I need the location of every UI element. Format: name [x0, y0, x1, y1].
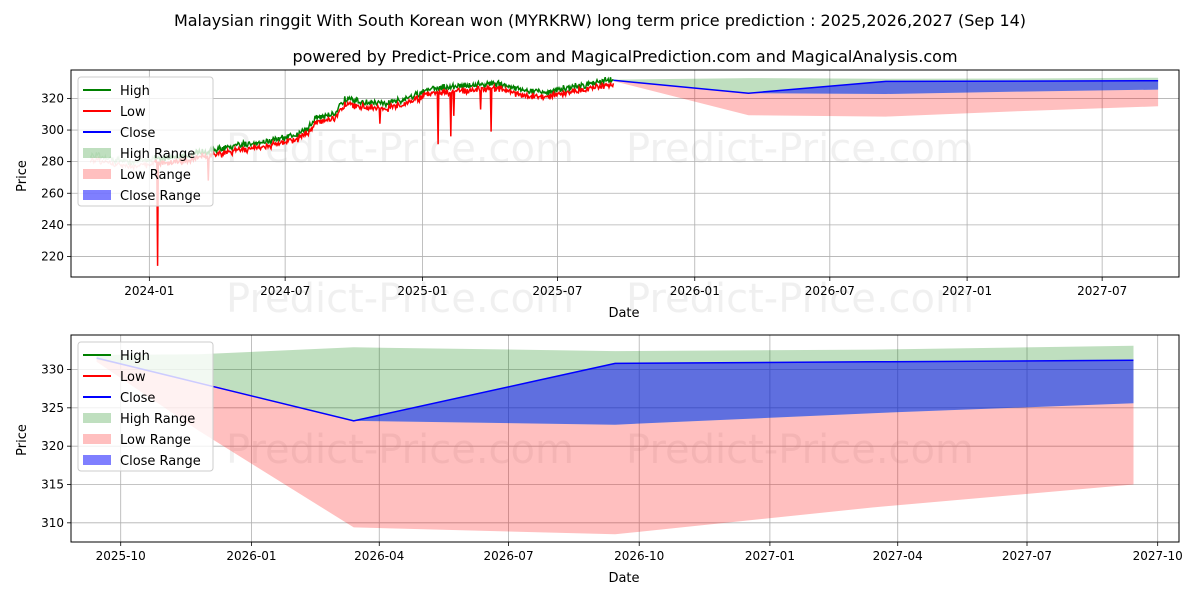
x-tick-label: 2027-07: [1002, 549, 1052, 563]
legend-swatch-low-range: [83, 434, 111, 444]
legend-swatch-low-range: [83, 169, 111, 179]
top-panel: Predict-Price.com Predict-Price.com Pred…: [15, 69, 1180, 322]
watermark: Predict-Price.com: [226, 126, 574, 172]
bottom-y-axis-label: Price: [15, 424, 30, 456]
top-watermarks: Predict-Price.com Predict-Price.com Pred…: [226, 126, 974, 322]
legend-label-low: Low: [120, 370, 146, 385]
x-tick-label: 2027-01: [942, 284, 992, 298]
legend-swatch-high-range: [83, 413, 111, 423]
top-x-axis-ticks: 2024-01 2024-07 2025-01 2025-07 2026-01 2026-…: [124, 277, 1127, 298]
close-forecast-line: [613, 79, 1159, 94]
low-range-area: [96, 358, 1134, 535]
x-tick-label: 2026-07: [805, 284, 855, 298]
y-tick-label: 310: [41, 516, 64, 530]
x-tick-label: 2027-04: [873, 549, 923, 563]
legend-box: [77, 341, 214, 472]
x-tick-label: 2024-01: [124, 284, 174, 298]
high-line: [153, 76, 614, 165]
y-tick-label: 330: [41, 363, 64, 377]
close-range-area: [96, 358, 1134, 425]
y-tick-label: 320: [41, 91, 64, 105]
x-tick-label: 2025-07: [532, 284, 582, 298]
legend-swatch-close-range: [83, 455, 111, 465]
legend-label-low-range: Low Range: [120, 433, 191, 448]
bottom-x-axis-label: Date: [608, 571, 639, 586]
chart-subtitle: powered by Predict-Price.com and Magical…: [292, 47, 957, 66]
top-axes-frame: [70, 69, 1180, 278]
y-tick-label: 325: [41, 401, 64, 415]
bottom-forecast-areas: [96, 345, 1134, 535]
x-tick-label: 2026-07: [483, 549, 533, 563]
x-tick-label: 2024-07: [260, 284, 310, 298]
legend-label-close-range: Close Range: [120, 454, 201, 469]
bottom-price-lines: [96, 357, 1134, 422]
legend-swatch-high-range: [83, 148, 111, 158]
x-tick-label: 2026-10: [614, 549, 664, 563]
close-forecast-line: [96, 357, 1134, 422]
legend-label-close-range: Close Range: [120, 189, 201, 204]
legend-label-high: High: [120, 84, 150, 99]
bottom-y-axis-ticks: 310 315 320 325 330: [41, 363, 71, 530]
legend-label-high-range: High Range: [120, 412, 195, 427]
x-tick-label: 2026-01: [226, 549, 276, 563]
top-gridlines: [71, 70, 1179, 277]
y-tick-label: 300: [41, 123, 64, 137]
legend-box: [77, 76, 214, 207]
top-legend: High Low Close High Range Low Range Close Ran…: [77, 76, 214, 207]
bottom-watermarks: Predict-Price.com Predict-Price.com: [226, 427, 974, 473]
y-tick-label: 220: [41, 249, 64, 263]
legend-label-close: Close: [120, 391, 155, 406]
x-tick-label: 2025-10: [96, 549, 146, 563]
low-line: [153, 81, 615, 266]
bottom-panel: Predict-Price.com Predict-Price.com 2025…: [15, 334, 1183, 586]
x-tick-label: 2027-10: [1133, 549, 1183, 563]
x-tick-label: 2027-07: [1077, 284, 1127, 298]
y-tick-label: 260: [41, 186, 64, 200]
top-y-axis-label: Price: [15, 160, 30, 192]
chart-title: Malaysian ringgit With South Korean won …: [174, 11, 1026, 30]
watermark: Predict-Price.com: [626, 276, 974, 322]
y-tick-label: 240: [41, 218, 64, 232]
bottom-legend: High Low Close High Range Low Range Close Ran…: [77, 341, 214, 472]
legend-swatch-close-range: [83, 190, 111, 200]
top-y-axis-ticks: 220 240 260 280 300 320: [41, 91, 71, 263]
watermark: Predict-Price.com: [626, 427, 974, 473]
legend-label-high: High: [120, 349, 150, 364]
bottom-x-axis-ticks: 2025-10 2026-01 2026-04 2026-07 2026-10 2027-…: [96, 542, 1183, 563]
legend-label-high-range: High Range: [120, 147, 195, 162]
legend-label-low: Low: [120, 105, 146, 120]
y-tick-label: 315: [41, 478, 64, 492]
watermark: Predict-Price.com: [626, 126, 974, 172]
y-tick-label: 280: [41, 155, 64, 169]
legend-label-low-range: Low Range: [120, 168, 191, 183]
x-tick-label: 2026-01: [670, 284, 720, 298]
x-tick-label: 2025-01: [397, 284, 447, 298]
watermark: Predict-Price.com: [226, 427, 574, 473]
watermark: Predict-Price.com: [226, 276, 574, 322]
top-x-axis-label: Date: [608, 306, 639, 321]
legend-label-close: Close: [120, 126, 155, 141]
x-tick-label: 2027-01: [745, 549, 795, 563]
y-tick-label: 320: [41, 439, 64, 453]
x-tick-label: 2026-04: [354, 549, 404, 563]
close-range-area: [613, 80, 1159, 94]
low-range-area: [613, 80, 1159, 117]
bottom-axes-frame: [70, 334, 1180, 543]
